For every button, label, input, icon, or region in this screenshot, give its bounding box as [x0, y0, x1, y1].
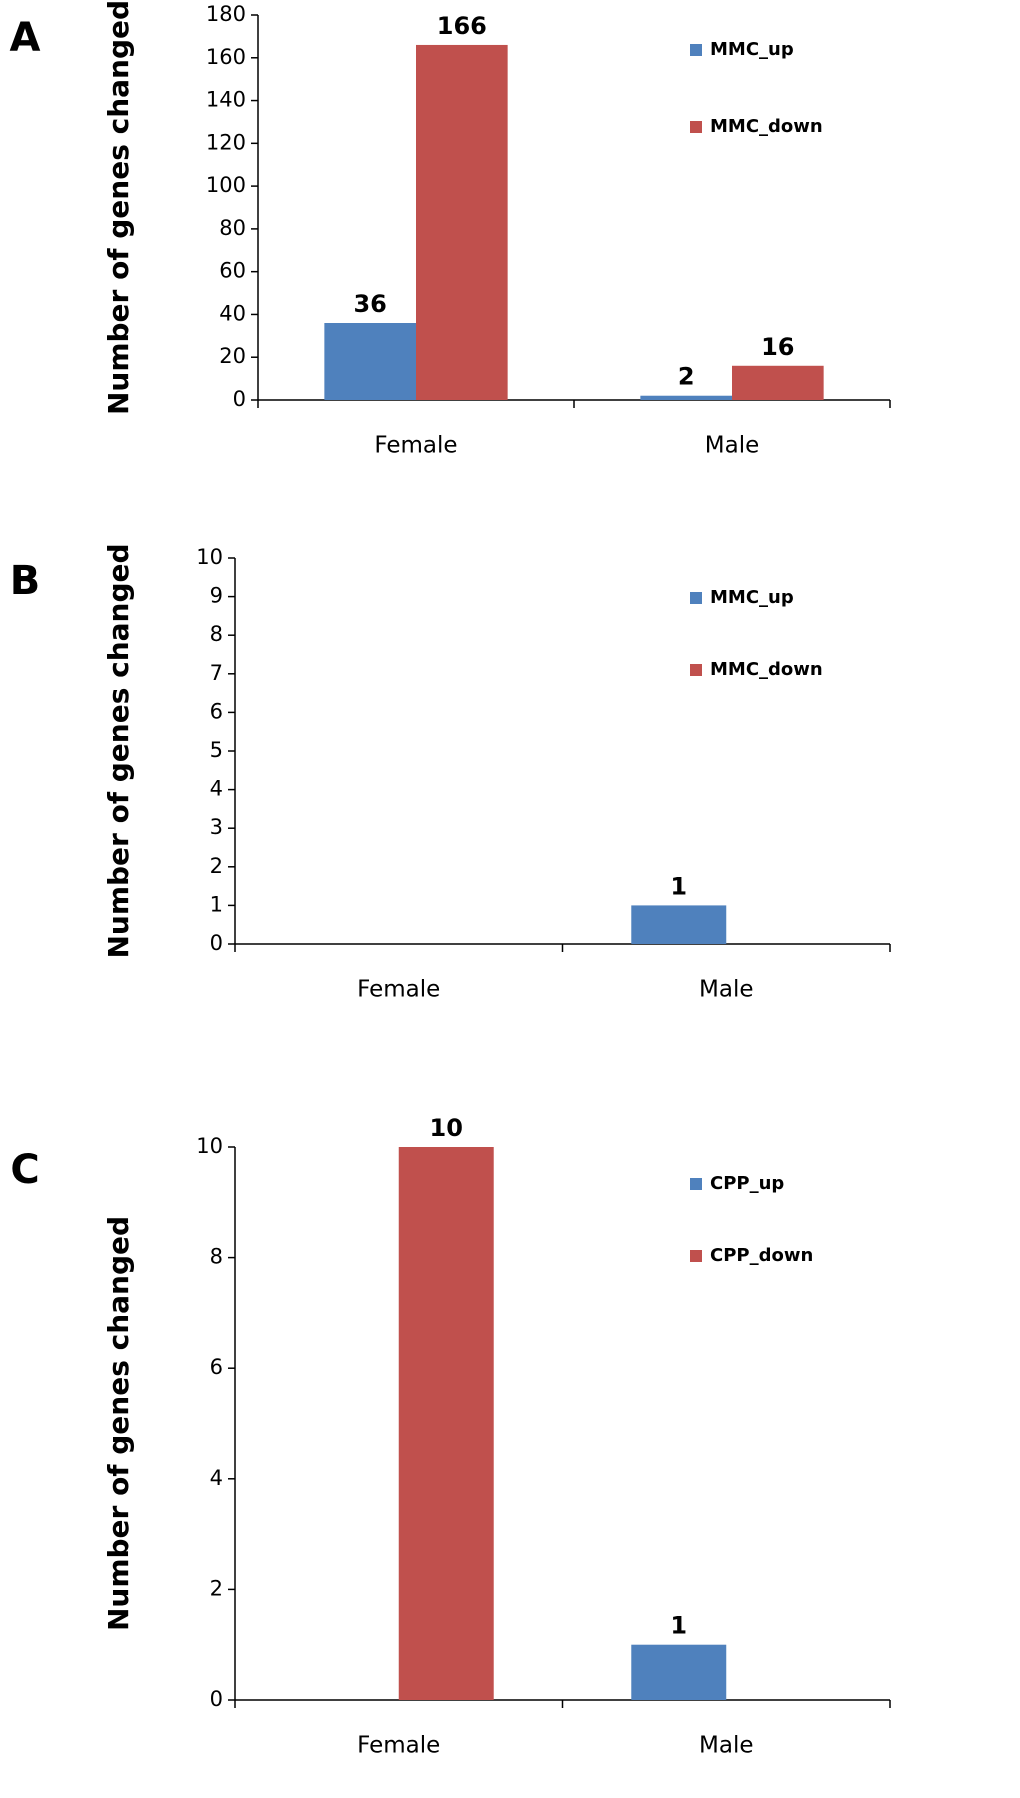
legend-swatch — [690, 592, 702, 604]
y-tick-label: 10 — [196, 545, 223, 569]
y-tick-label: 0 — [210, 931, 223, 955]
data-label: 2 — [678, 363, 695, 391]
y-tick-label: 1 — [210, 892, 223, 916]
legend-swatch — [690, 1250, 702, 1262]
y-tick-label: 180 — [206, 2, 246, 26]
y-tick-label: 10 — [196, 1134, 223, 1158]
y-tick-label: 100 — [206, 173, 246, 197]
bar — [324, 323, 416, 400]
y-axis-title: Number of genes changed — [102, 0, 135, 415]
x-tick-label: Male — [705, 433, 759, 459]
y-axis-title: Number of genes changed — [102, 543, 135, 958]
x-tick-label: Female — [357, 977, 440, 1003]
x-tick-label: Female — [357, 1733, 440, 1759]
y-tick-label: 160 — [206, 45, 246, 69]
legend-swatch — [690, 1178, 702, 1190]
bar — [640, 395, 732, 400]
legend-swatch — [690, 664, 702, 676]
y-tick-label: 80 — [219, 216, 246, 240]
legend-swatch — [690, 44, 702, 56]
x-tick-label: Female — [374, 433, 457, 459]
y-tick-label: 140 — [206, 88, 246, 112]
legend-label: MMC_down — [710, 659, 823, 680]
y-tick-label: 60 — [219, 259, 246, 283]
y-tick-label: 0 — [210, 1687, 223, 1711]
data-label: 166 — [437, 12, 487, 40]
legend-label: MMC_up — [710, 587, 794, 608]
data-label: 1 — [670, 1612, 687, 1640]
y-tick-label: 2 — [210, 854, 223, 878]
legend-label: CPP_down — [710, 1245, 813, 1266]
legend-swatch — [690, 121, 702, 133]
data-label: 36 — [353, 290, 386, 318]
y-tick-label: 4 — [210, 1466, 223, 1490]
bar — [631, 1644, 727, 1700]
y-tick-label: 6 — [210, 1355, 223, 1379]
y-tick-label: 8 — [210, 622, 223, 646]
panel-label: B — [10, 558, 41, 604]
y-tick-label: 8 — [210, 1245, 223, 1269]
y-tick-label: 7 — [210, 661, 223, 685]
y-tick-label: 0 — [233, 387, 246, 411]
y-tick-label: 6 — [210, 699, 223, 723]
panel-label: A — [10, 15, 41, 61]
y-tick-label: 3 — [210, 815, 223, 839]
panel-label: C — [10, 1147, 39, 1193]
bar — [416, 44, 508, 400]
legend-label: MMC_down — [710, 116, 823, 137]
y-tick-label: 5 — [210, 738, 223, 762]
bar — [631, 905, 727, 944]
legend-label: CPP_up — [710, 1173, 784, 1194]
data-label: 16 — [761, 333, 794, 361]
y-axis-title: Number of genes changed — [102, 1216, 135, 1631]
y-tick-label: 9 — [210, 584, 223, 608]
x-tick-label: Male — [699, 977, 753, 1003]
data-label: 1 — [670, 872, 687, 900]
y-tick-label: 4 — [210, 777, 223, 801]
y-tick-label: 120 — [206, 130, 246, 154]
x-tick-label: Male — [699, 1733, 753, 1759]
data-label: 10 — [430, 1114, 463, 1142]
y-tick-label: 2 — [210, 1576, 223, 1600]
bar — [398, 1147, 494, 1700]
y-tick-label: 40 — [219, 301, 246, 325]
y-tick-label: 20 — [219, 344, 246, 368]
bar — [732, 365, 824, 400]
legend-label: MMC_up — [710, 39, 794, 60]
